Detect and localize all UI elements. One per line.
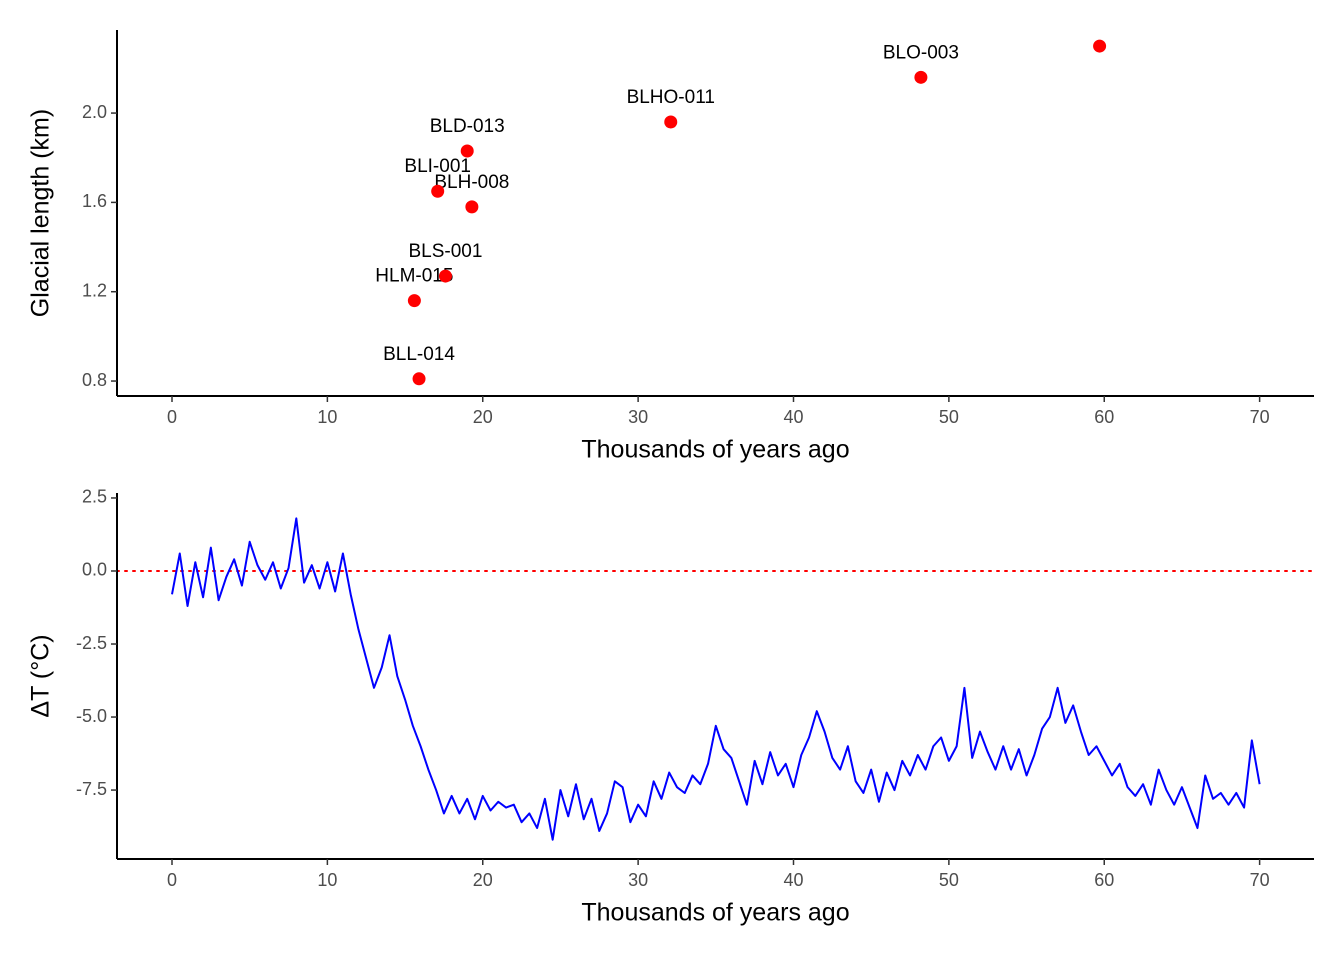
x-tick-label: 70 bbox=[1250, 407, 1270, 427]
y-tick-label: -7.5 bbox=[76, 779, 107, 799]
y-tick-label: 0.8 bbox=[82, 370, 107, 390]
point-label: BLL-014 bbox=[383, 344, 455, 365]
point-label: BLHO-011 bbox=[627, 87, 715, 108]
y-tick-label: 2.0 bbox=[82, 102, 107, 122]
x-tick-label: 70 bbox=[1250, 870, 1270, 890]
x-tick-label: 0 bbox=[167, 870, 177, 890]
y-tick-label: 1.6 bbox=[82, 191, 107, 211]
x-tick-label: 20 bbox=[473, 870, 493, 890]
point bbox=[407, 294, 421, 308]
point bbox=[412, 372, 426, 386]
y-tick-label: -2.5 bbox=[76, 633, 107, 653]
point-label: BLH-008 bbox=[434, 172, 509, 193]
x-tick-label: 30 bbox=[628, 407, 648, 427]
y-axis-title: Glacial length (km) bbox=[27, 109, 55, 317]
y-tick-label: 1.2 bbox=[82, 280, 107, 300]
x-tick-label: 50 bbox=[939, 870, 959, 890]
x-tick-label: 40 bbox=[783, 407, 803, 427]
point bbox=[460, 144, 474, 158]
point-label: BLD-013 bbox=[430, 116, 505, 137]
point-label: BLS-001 bbox=[408, 241, 482, 262]
x-tick-label: 40 bbox=[783, 870, 803, 890]
series-line bbox=[171, 517, 1261, 841]
point-label: BLP-001 bbox=[1063, 11, 1137, 32]
plot-area bbox=[117, 517, 1314, 841]
point bbox=[664, 115, 678, 129]
point bbox=[914, 70, 928, 84]
x-tick-label: 0 bbox=[167, 407, 177, 427]
x-tick-label: 50 bbox=[939, 407, 959, 427]
x-tick-label: 10 bbox=[317, 870, 337, 890]
y-tick-label: -5.0 bbox=[76, 706, 107, 726]
point-label: HLM-015 bbox=[375, 266, 453, 287]
y-axis-title: ΔT (°C) bbox=[27, 634, 55, 717]
x-tick-label: 10 bbox=[317, 407, 337, 427]
point bbox=[431, 184, 445, 198]
x-axis-title: Thousands of years ago bbox=[581, 436, 849, 464]
x-tick-label: 30 bbox=[628, 870, 648, 890]
point bbox=[465, 200, 479, 214]
x-tick-label: 60 bbox=[1094, 407, 1114, 427]
x-tick-label: 60 bbox=[1094, 870, 1114, 890]
y-tick-label: 0.0 bbox=[82, 560, 107, 580]
point-label: BLI-001 bbox=[404, 156, 471, 177]
point bbox=[438, 269, 452, 283]
point-label: BLO-003 bbox=[883, 42, 959, 63]
point bbox=[1093, 39, 1107, 53]
x-axis-title: Thousands of years ago bbox=[581, 899, 849, 927]
y-tick-label: 2.5 bbox=[82, 487, 107, 507]
x-tick-label: 20 bbox=[473, 407, 493, 427]
